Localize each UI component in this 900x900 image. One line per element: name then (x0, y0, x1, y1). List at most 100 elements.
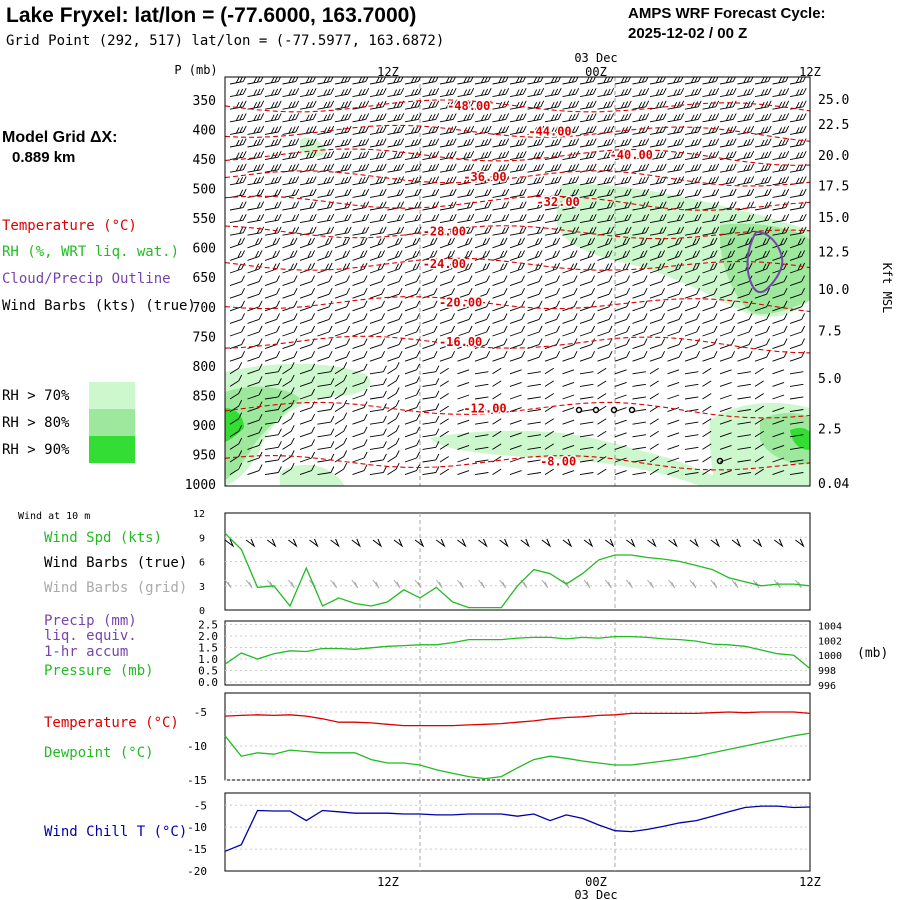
wind-barb (632, 250, 648, 261)
wind-barb (684, 163, 702, 173)
wind-barb (509, 125, 527, 135)
wind-barb (527, 383, 541, 387)
wind-barb (649, 338, 666, 350)
wind-barb (789, 163, 807, 173)
wind-barbs-true-label: Wind Barbs (true) (44, 555, 187, 571)
wind-barb (369, 163, 387, 173)
wind-barb (544, 125, 562, 135)
wind-barb (404, 213, 422, 224)
wind-barb (649, 163, 667, 173)
height-tick: 22.5 (818, 118, 849, 133)
wind-barb (404, 113, 422, 123)
true-barb (731, 538, 742, 548)
wind-barb (264, 390, 282, 400)
wind-barb (649, 313, 666, 324)
isotherm-line (225, 257, 810, 271)
wind-barb (492, 443, 502, 450)
wind-barb (317, 213, 335, 224)
wind-barb (737, 446, 751, 450)
wind-barb (667, 250, 683, 261)
wind-barb (562, 369, 575, 375)
grid-barb (457, 579, 464, 589)
wind-barb (404, 77, 422, 85)
wind-barb (299, 237, 316, 249)
wind-barb (229, 412, 243, 425)
wind-barb (264, 213, 282, 224)
wind-barb (772, 87, 790, 98)
wind-barb (369, 453, 387, 463)
wind-barb (719, 470, 732, 476)
wind-barb (317, 441, 335, 450)
precip-sublabel-1: liq. equiv. (44, 628, 137, 644)
wind-barb (719, 100, 737, 110)
wind-barb (229, 325, 246, 337)
wind-barb (754, 393, 764, 400)
wind-barb (299, 464, 316, 476)
isotherm-line (225, 99, 810, 113)
wind-barb (334, 338, 351, 350)
wind-barb (299, 226, 317, 236)
wind-barb (352, 125, 370, 135)
wind-chill-label: Wind Chill T (°C) (44, 824, 187, 840)
wind-barb (404, 451, 421, 463)
wind-barb (369, 390, 387, 400)
wind-barb (299, 87, 317, 98)
wind-barb (264, 313, 281, 324)
wind-ytick: 0 (199, 606, 205, 617)
wind-barb (422, 453, 440, 463)
wind-barb (737, 434, 751, 438)
wind-barb (299, 325, 316, 337)
wind-barb (667, 188, 685, 198)
wind-barb (632, 396, 646, 400)
wind-barb (404, 163, 422, 173)
wind-barb (649, 201, 667, 211)
wind-barb (334, 188, 352, 198)
wind-barb (439, 113, 457, 123)
true-barb (288, 538, 298, 548)
wind-barb (369, 378, 387, 387)
wind-barb (649, 405, 659, 412)
wind-barb (562, 262, 578, 274)
wind-barb (404, 150, 422, 161)
wind-barb (387, 437, 400, 450)
wind-barb (579, 350, 596, 362)
pressure-tick: 650 (193, 271, 216, 286)
wind-barb (369, 262, 386, 274)
wind-barb (474, 226, 492, 236)
wind-barb (299, 250, 316, 261)
wind-barb (282, 226, 300, 236)
wind-barb (597, 77, 614, 85)
wind-barb (737, 459, 751, 463)
wind-barb (667, 275, 683, 287)
wind-barb (702, 262, 718, 274)
wind-barb (457, 275, 473, 287)
wind-barbs-grid-label: Wind Barbs (grid) (44, 580, 187, 596)
wind-barb (509, 457, 522, 463)
wind-barb (544, 393, 554, 400)
wind-barb (282, 412, 295, 425)
wind-barb (702, 380, 712, 387)
true-barb (351, 538, 361, 548)
wind-speed-label: Wind Spd (kts) (44, 530, 162, 546)
bottom-date-label: 03 Dec (574, 888, 617, 900)
wind-barb (229, 226, 247, 236)
wind-barb (649, 77, 667, 85)
wind-barb (772, 394, 785, 400)
wind-barb (614, 313, 631, 324)
wind-barb (737, 350, 753, 362)
wind-barb (649, 418, 659, 425)
precip-sublabel-2: 1-hr accum (44, 644, 128, 660)
wind-barb (562, 470, 575, 476)
wind-barb (614, 394, 627, 400)
wind-barb (299, 313, 316, 324)
legend-rh: RH (%, WRT liq. wat.) (2, 244, 179, 260)
wind-barb (649, 262, 666, 274)
wind-barb (334, 325, 351, 337)
wind-barb (632, 446, 646, 450)
wind-barb (492, 226, 510, 236)
true-barb (436, 538, 446, 548)
wind-barb (492, 250, 508, 261)
wind-barb (422, 338, 438, 350)
wind-barb (404, 325, 421, 337)
wind-barb (264, 150, 282, 161)
